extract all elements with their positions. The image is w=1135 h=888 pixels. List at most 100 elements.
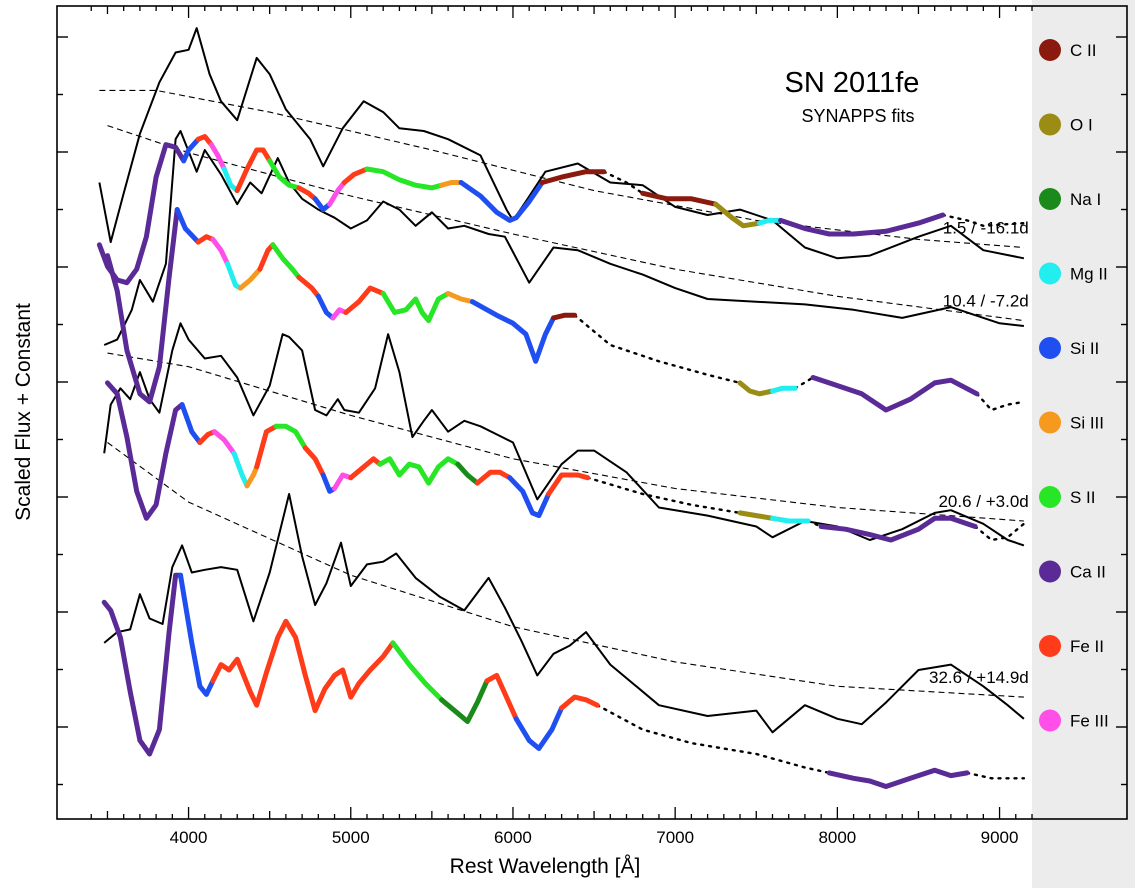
x-tick-label: 8000 xyxy=(818,828,856,847)
fit-segment-fe-iii xyxy=(213,239,228,263)
epoch-label: 20.6 / +3.0d xyxy=(938,492,1028,511)
fit-segment-fe-ii xyxy=(562,697,598,708)
epoch-label: 32.6 / +14.9d xyxy=(929,668,1029,687)
fit-dotted-segment xyxy=(977,394,1024,410)
fit-segment-fe-ii xyxy=(351,459,380,478)
fit-segment-fe-ii xyxy=(213,621,393,710)
fit-segment-si-ii xyxy=(177,210,198,243)
legend-label: Fe II xyxy=(1070,637,1104,656)
fit-segment-s-ii xyxy=(273,245,299,277)
fit-segment-mg-ii xyxy=(228,264,241,288)
legend-swatch xyxy=(1039,188,1061,210)
fit-segment-si-ii xyxy=(181,575,213,694)
fit-segment-mg-ii xyxy=(773,388,796,391)
legend-item-si-ii: Si II xyxy=(1039,337,1099,359)
continuum-20-6-3-0d xyxy=(108,353,1024,521)
fit-segment-fe-ii xyxy=(344,169,367,183)
fit-segment-ca-ii xyxy=(813,378,977,411)
epoch-labels: 1.5 / -16.1d 10.4 / -7.2d 20.6 / +3.0d 32.6… xyxy=(929,219,1029,688)
fit-segment-si-ii xyxy=(472,302,553,362)
legend-swatch xyxy=(1039,114,1061,136)
observed-spectrum-20-6-3-0d xyxy=(104,323,1024,545)
fit-segment-s-ii xyxy=(380,459,458,483)
fit-segment-mg-ii xyxy=(224,169,237,191)
fit-dotted-segment xyxy=(575,315,740,383)
fit-segment-s-ii xyxy=(393,643,442,700)
fit-segment-si-iii xyxy=(448,294,472,302)
y-axis-label: Scaled Flux + Constant xyxy=(12,303,35,521)
legend-swatch xyxy=(1039,337,1061,359)
fit-segment-fe-ii xyxy=(257,426,277,467)
fit-segment-fe-ii xyxy=(487,675,516,718)
fit-segment-fe-iii xyxy=(215,432,235,454)
x-tick-label: 7000 xyxy=(656,828,694,847)
legend-label: Si II xyxy=(1070,339,1099,358)
legend-swatch xyxy=(1039,486,1061,508)
legend-label: Mg II xyxy=(1070,265,1108,284)
legend-label: Na I xyxy=(1070,190,1101,209)
legend-swatch xyxy=(1039,263,1061,285)
observed-spectrum-1-5-16-1d xyxy=(99,28,1024,258)
legend-item-mg-ii: Mg II xyxy=(1039,263,1108,285)
legend-label: O I xyxy=(1070,116,1093,135)
legend-label: Si III xyxy=(1070,414,1104,433)
legend-item-si-iii: Si III xyxy=(1039,412,1104,434)
x-axis-ticks: 4000 5000 6000 7000 8000 9000 xyxy=(91,6,1032,847)
fit-segment-mg-ii xyxy=(234,453,247,486)
legend-label: Fe III xyxy=(1070,712,1109,731)
legend-label: C II xyxy=(1070,41,1096,60)
fit-segment-o-i xyxy=(740,383,773,394)
fit-segment-si-iii xyxy=(241,269,260,288)
fit-segment-o-i xyxy=(716,204,760,226)
legend-label: Ca II xyxy=(1070,563,1106,582)
x-tick-label: 4000 xyxy=(170,828,208,847)
fit-segment-si-ii xyxy=(318,296,333,318)
fit-segment-s-ii xyxy=(276,426,305,448)
fit-segment-mg-ii xyxy=(760,220,781,223)
x-tick-label: 6000 xyxy=(494,828,532,847)
fit-segment-na-i xyxy=(442,681,487,722)
legend-item-fe-iii: Fe III xyxy=(1039,710,1109,732)
fit-segment-fe-ii xyxy=(299,277,318,296)
fit-dotted-segment xyxy=(975,524,1024,540)
fit-dotted-segment xyxy=(795,378,813,389)
fit-segment-si-ii xyxy=(182,405,200,443)
fit-segment-fe-ii xyxy=(346,288,383,312)
fit-segment-fe-iii xyxy=(335,475,351,489)
x-axis-label: Rest Wavelength [Å] xyxy=(450,855,641,878)
fit-segment-s-ii xyxy=(383,294,448,321)
legend-swatch xyxy=(1039,39,1061,61)
fit-segment-c-ii xyxy=(542,172,604,183)
observed-spectra xyxy=(99,28,1024,732)
fit-segment-fe-ii xyxy=(260,245,273,269)
fit-segment-mg-ii xyxy=(773,518,809,521)
fit-segment-fe-ii xyxy=(549,475,588,494)
fit-segment-fe-ii xyxy=(200,432,215,443)
epoch-label: 10.4 / -7.2d xyxy=(943,292,1029,311)
x-tick-label: 5000 xyxy=(332,828,370,847)
fit-segment-c-ii xyxy=(554,315,575,318)
chart-title: SN 2011fe xyxy=(785,67,920,99)
legend-item-ca-ii: Ca II xyxy=(1039,561,1106,583)
fit-segment-fe-ii xyxy=(305,448,323,475)
fit-segment-s-ii xyxy=(367,169,442,188)
continuum-lines xyxy=(99,90,1024,697)
legend-item-fe-ii: Fe II xyxy=(1039,635,1104,657)
fit-segment-si-ii xyxy=(516,708,561,749)
plot-frame xyxy=(57,6,1127,819)
legend-label: S II xyxy=(1070,488,1096,507)
legend-swatch xyxy=(1039,412,1061,434)
continuum-10-4-7-2d xyxy=(108,126,1024,321)
legend-swatch xyxy=(1039,561,1061,583)
fit-segment-ca-ii xyxy=(781,215,943,234)
fit-dotted-segment xyxy=(967,773,1024,778)
fit-segment-si-ii xyxy=(510,478,549,516)
fit-segment-o-i xyxy=(740,513,773,518)
synapps-fits xyxy=(99,137,1024,787)
fit-segment-ca-ii xyxy=(829,770,967,786)
legend-swatch xyxy=(1039,710,1061,732)
fit-segment-ca-ii xyxy=(821,518,975,540)
fit-segment-si-iii xyxy=(247,467,257,486)
fit-segment-c-ii xyxy=(643,193,716,204)
